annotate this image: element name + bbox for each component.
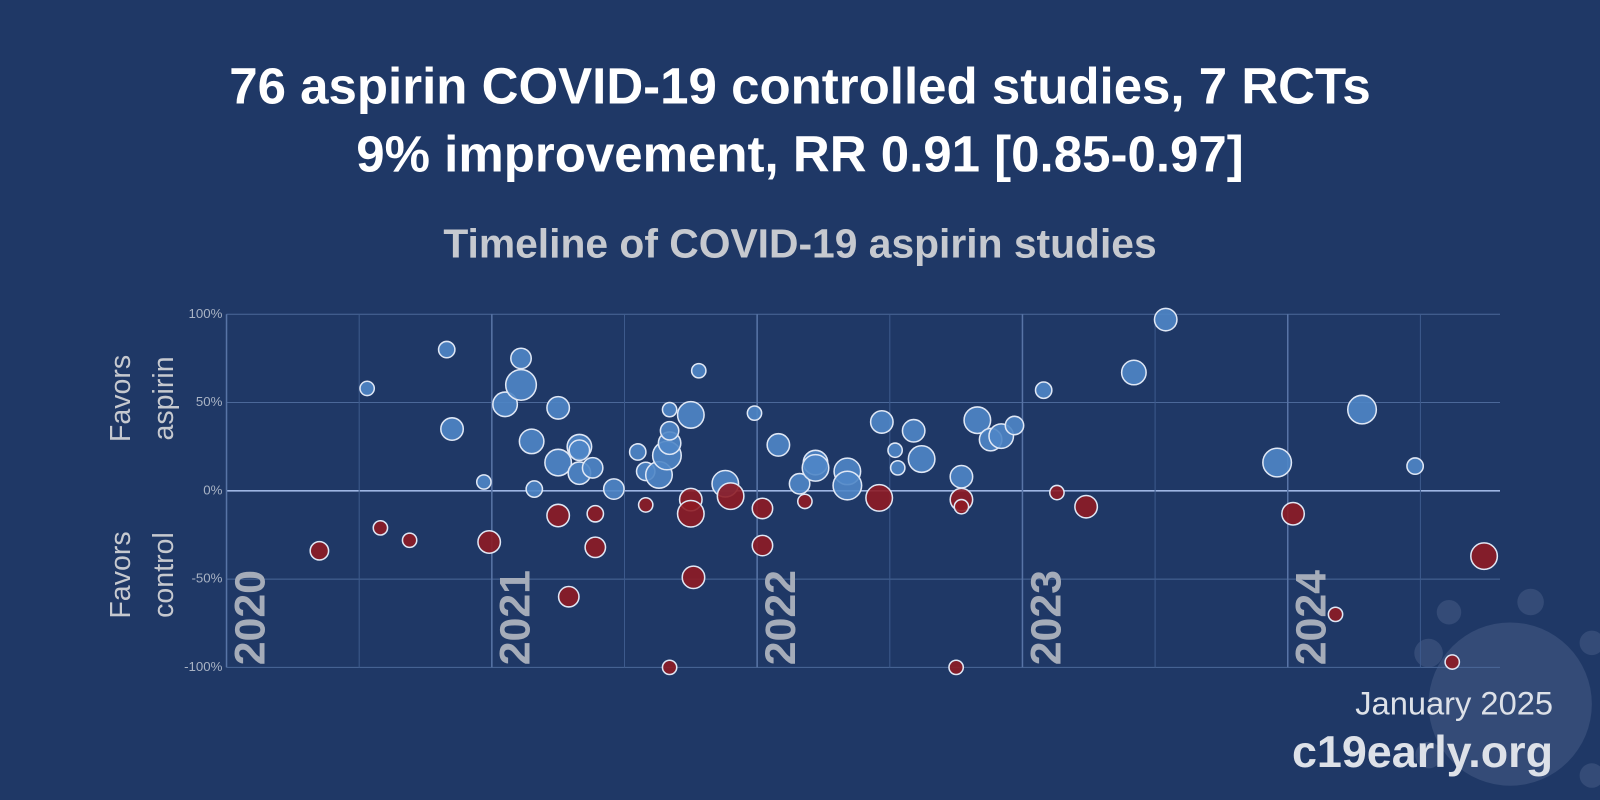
bubble — [1346, 394, 1378, 425]
x-tick-label: 2022 — [757, 570, 805, 665]
bubble — [949, 464, 974, 489]
bubble — [887, 442, 904, 459]
bubble — [751, 534, 774, 557]
bubble — [1120, 359, 1147, 386]
bubble — [546, 395, 571, 420]
bubble — [681, 565, 706, 590]
bubble — [309, 540, 330, 561]
bubble — [546, 503, 571, 528]
y-tick-label: 50% — [196, 394, 223, 409]
bubble — [568, 439, 591, 462]
bubble — [544, 448, 573, 477]
site: c19early.org — [1292, 726, 1553, 777]
bubble — [865, 483, 894, 512]
bubble — [492, 391, 519, 418]
date: January 2025 — [1355, 685, 1553, 722]
bubble — [628, 443, 647, 461]
bubble — [801, 453, 830, 482]
bubble — [1470, 542, 1499, 571]
bubble — [401, 532, 418, 549]
x-tick-label: 2023 — [1022, 570, 1070, 665]
bubble — [1262, 447, 1293, 478]
title-line: 76 aspirin COVID-19 controlled studies, … — [229, 57, 1371, 114]
y-annotation: aspirin — [148, 356, 180, 440]
x-tick-label: 2024 — [1288, 570, 1336, 665]
bubble — [372, 519, 389, 536]
bubble — [690, 362, 707, 379]
bubble — [581, 456, 604, 479]
y-tick-label: 100% — [189, 306, 223, 321]
bubble — [1406, 457, 1425, 476]
y-annotation: Favors — [105, 355, 137, 442]
bubble — [796, 493, 813, 510]
bubble — [359, 380, 376, 397]
bubble — [477, 530, 502, 554]
bubble — [1153, 307, 1178, 332]
bubble — [832, 470, 863, 501]
bubble — [889, 459, 906, 476]
bubble — [1049, 484, 1065, 501]
bubble — [963, 406, 992, 435]
bubble — [751, 497, 774, 520]
bubble — [676, 499, 705, 528]
bubble — [586, 504, 605, 523]
bubble — [1004, 415, 1025, 436]
bubble — [1444, 654, 1461, 670]
x-tick-label: 2021 — [492, 570, 540, 665]
bubble — [869, 409, 894, 434]
bubble — [659, 420, 680, 441]
bubble — [766, 432, 791, 457]
virus-decoration — [1414, 588, 1600, 788]
bubble — [557, 585, 580, 608]
bubble — [661, 659, 678, 676]
bubble — [788, 472, 811, 495]
bubble — [504, 368, 538, 401]
bubble — [437, 340, 456, 359]
bubble — [1074, 494, 1099, 519]
bubble — [584, 536, 607, 559]
bubble — [746, 405, 763, 422]
bubble — [1034, 381, 1053, 400]
bubble — [1327, 606, 1344, 623]
bubble — [475, 474, 492, 490]
title-line: 9% improvement, RR 0.91 [0.85-0.97] — [356, 126, 1243, 183]
bubble — [676, 400, 705, 429]
bubble — [948, 659, 965, 676]
bubble — [907, 445, 936, 474]
bubble — [901, 418, 926, 443]
x-tick-label: 2020 — [226, 570, 274, 665]
bubble — [953, 498, 970, 515]
bubble — [661, 401, 678, 418]
subtitle: Timeline of COVID-19 aspirin studies — [443, 221, 1156, 267]
bubble — [1281, 501, 1306, 526]
y-tick-label: -100% — [184, 659, 223, 674]
y-annotation: control — [148, 532, 180, 618]
bubble — [602, 478, 625, 501]
y-tick-label: -50% — [192, 571, 223, 586]
bubble — [440, 417, 465, 442]
y-tick-label: 0% — [203, 482, 222, 497]
y-annotation: Favors — [105, 531, 137, 618]
bubble — [525, 480, 544, 498]
bubble — [716, 482, 745, 511]
bubble — [510, 347, 532, 370]
bubble — [518, 428, 545, 455]
bubble — [637, 497, 654, 513]
